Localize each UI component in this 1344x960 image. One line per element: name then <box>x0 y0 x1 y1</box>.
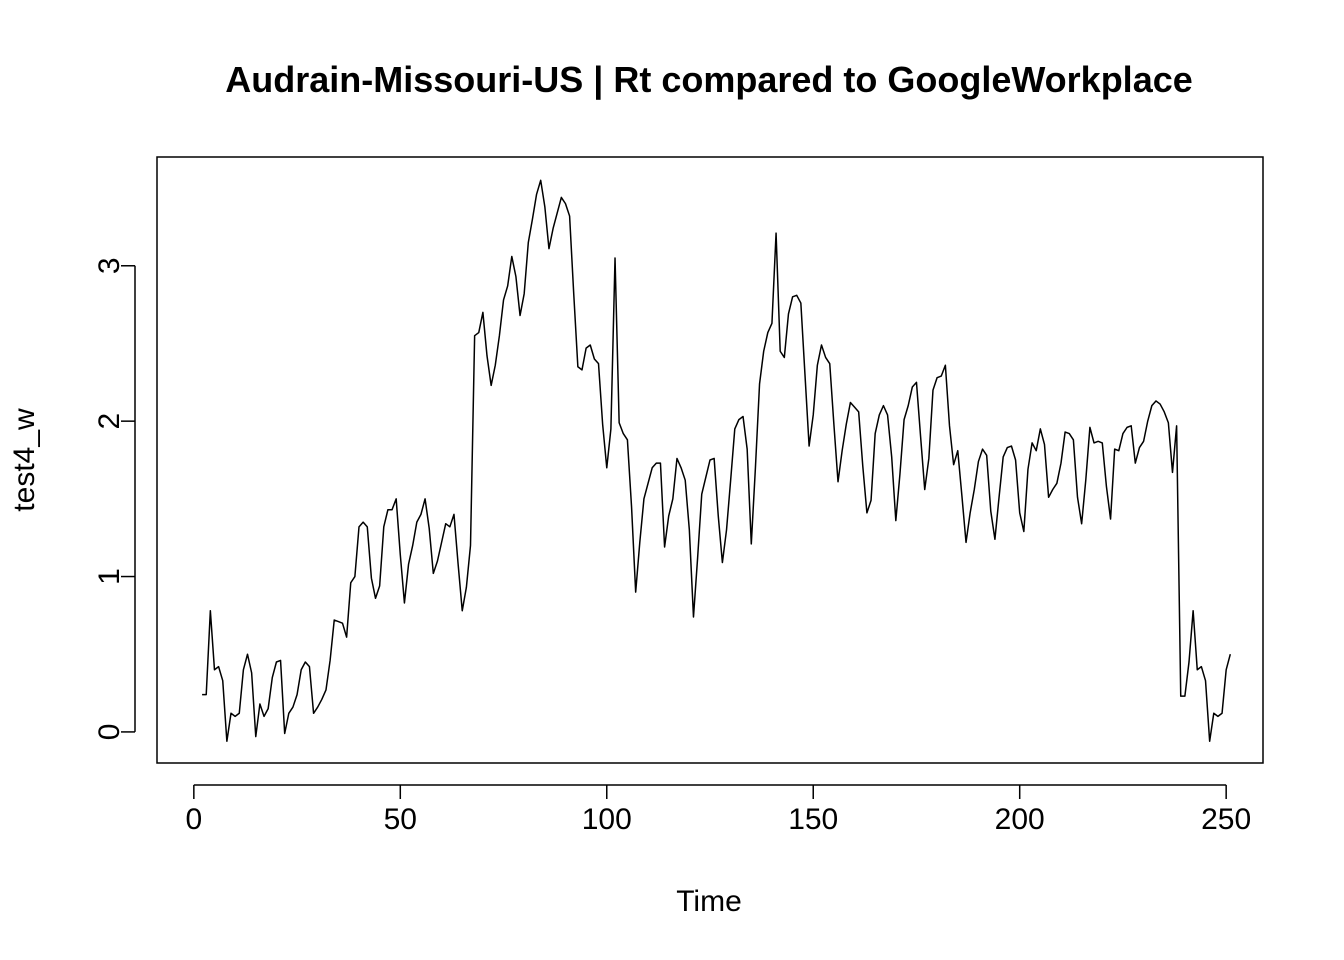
x-tick-label: 150 <box>788 803 838 836</box>
series-line <box>202 179 1232 742</box>
y-axis-label: test4_w <box>8 408 41 512</box>
y-tick-label: 3 <box>93 257 126 274</box>
y-tick-label: 2 <box>93 413 126 430</box>
x-tick-label: 0 <box>185 803 202 836</box>
x-tick-label: 100 <box>582 803 632 836</box>
chart-title: Audrain-Missouri-US | Rt compared to Goo… <box>225 59 1193 101</box>
x-axis-label: Time <box>676 885 742 918</box>
x-tick-label: 50 <box>384 803 417 836</box>
plot-area-frame <box>156 156 1264 764</box>
y-tick-label: 1 <box>93 568 126 585</box>
x-tick-label: 250 <box>1201 803 1251 836</box>
y-axis: 0 1 2 3 <box>93 257 136 741</box>
y-tick-label: 0 <box>93 724 126 741</box>
x-tick-label: 200 <box>995 803 1045 836</box>
x-axis: 0 50 100 150 200 250 <box>185 784 1251 836</box>
